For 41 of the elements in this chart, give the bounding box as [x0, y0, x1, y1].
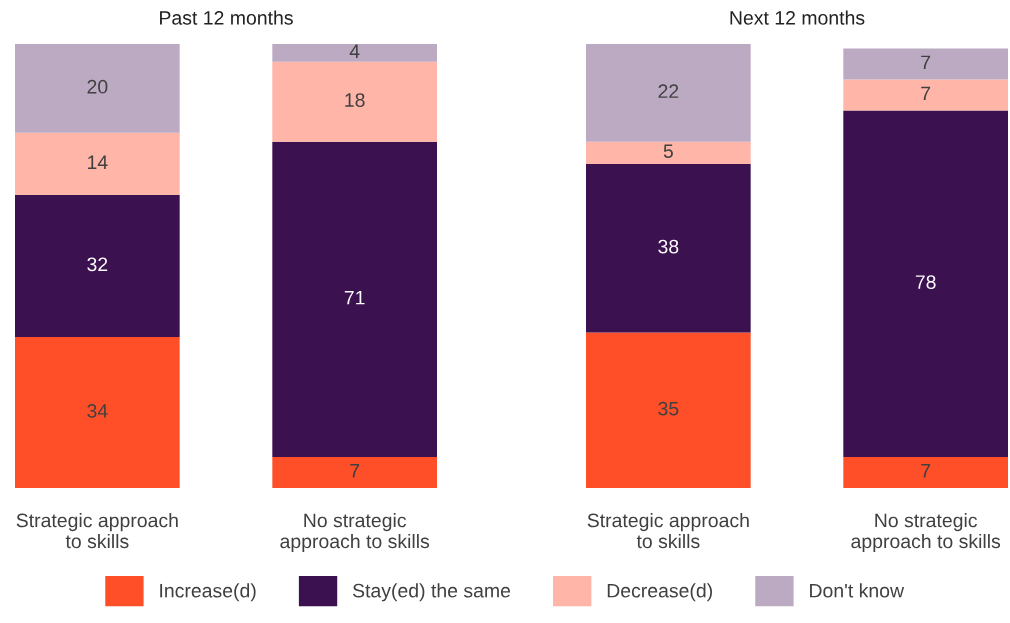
bar [15, 132, 180, 195]
legend-label: Don't know [810, 583, 905, 598]
data-label: 78 [915, 275, 936, 289]
data-label: 71 [344, 290, 365, 305]
data-label: 7 [350, 464, 360, 478]
x-tick-label: Strategic approach to skills [16, 513, 178, 549]
bar [586, 332, 751, 488]
data-label: 7 [921, 55, 931, 70]
data-label: 7 [921, 86, 931, 101]
bar [272, 141, 437, 457]
legend-label: Stay(ed) the same [352, 583, 511, 602]
bar [15, 44, 180, 133]
bar [272, 44, 437, 62]
bar [843, 48, 1008, 80]
data-label: 5 [663, 144, 673, 158]
data-label: 4 [349, 44, 360, 58]
bar [15, 337, 180, 488]
x-tick-label: No strategic approach to skills [851, 513, 1001, 553]
legend-label: Decrease(d) [607, 583, 712, 602]
data-label: 32 [87, 257, 108, 272]
data-label: 35 [658, 401, 679, 416]
data-label: 18 [345, 93, 365, 107]
bar [843, 456, 1008, 488]
legend-label: Increase(d) [160, 583, 256, 602]
bar [843, 79, 1008, 111]
bar [586, 141, 751, 164]
data-label: 7 [921, 464, 931, 478]
chart-title: Past 12 months [160, 10, 293, 25]
bar [586, 163, 751, 333]
data-label: 20 [87, 79, 108, 94]
data-label: 34 [87, 403, 108, 418]
bar [15, 194, 180, 338]
x-tick-label: Strategic approach to skills [587, 513, 749, 549]
bar [272, 456, 437, 488]
chart-title: Next 12 months [730, 10, 865, 25]
x-tick-label: No strategic approach to skills [280, 513, 430, 553]
data-label: 38 [658, 239, 679, 254]
data-label: 22 [658, 84, 679, 98]
bar [586, 44, 751, 142]
data-label: 14 [88, 155, 108, 169]
bar [272, 61, 437, 142]
